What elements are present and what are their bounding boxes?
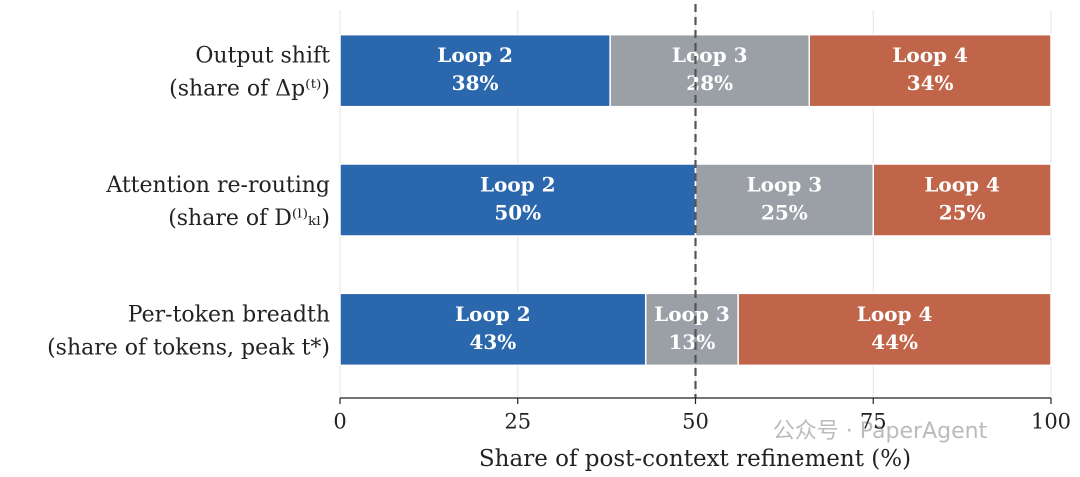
value-label: 50% xyxy=(494,201,541,225)
x-axis-label: Share of post-context refinement (%) xyxy=(479,446,911,472)
bar-segment xyxy=(609,33,811,108)
bar-segment xyxy=(339,163,697,237)
segment-name: Loop 4 xyxy=(892,43,968,67)
value-label: 25% xyxy=(761,201,808,225)
segment-name: Loop 3 xyxy=(672,43,748,67)
bar-segment xyxy=(339,33,611,108)
value-label: 28% xyxy=(686,71,733,95)
x-tick-label: 75 xyxy=(860,410,887,434)
y-tick-label: (share of D⁽ˡ⁾ₖₗ) xyxy=(168,206,330,231)
x-tick-label: 50 xyxy=(682,410,709,434)
value-label: 38% xyxy=(452,71,499,95)
y-tick-label: (share of tokens, peak t*) xyxy=(47,335,330,360)
segment-name: Loop 3 xyxy=(747,173,823,197)
value-label: 25% xyxy=(939,201,986,225)
y-tick-label: (share of Δp⁽ᵗ⁾) xyxy=(169,77,330,102)
y-tick-label: Output shift xyxy=(195,44,330,69)
value-label: 34% xyxy=(907,71,954,95)
y-tick-label: Per-token breadth xyxy=(128,302,330,327)
segment-name: Loop 2 xyxy=(437,43,513,67)
segment-name: Loop 2 xyxy=(455,302,531,326)
watermark: 公众号 · PaperAgent xyxy=(773,419,988,444)
y-tick-label: Attention re-routing xyxy=(105,173,330,198)
segment-name: Loop 4 xyxy=(857,302,933,326)
x-tick-label: 25 xyxy=(504,410,531,434)
bar-segment xyxy=(339,292,647,367)
segment-name: Loop 4 xyxy=(924,173,1000,197)
bar-segment xyxy=(808,33,1052,108)
segment-name: Loop 2 xyxy=(480,173,556,197)
value-label: 13% xyxy=(669,330,716,354)
segment-name: Loop 3 xyxy=(654,302,730,326)
value-label: 43% xyxy=(469,330,516,354)
value-label: 44% xyxy=(871,330,918,354)
x-tick-label: 100 xyxy=(1031,410,1071,434)
x-tick-label: 0 xyxy=(333,410,346,434)
bar-segment xyxy=(737,292,1052,367)
bar-segment xyxy=(872,163,1052,237)
